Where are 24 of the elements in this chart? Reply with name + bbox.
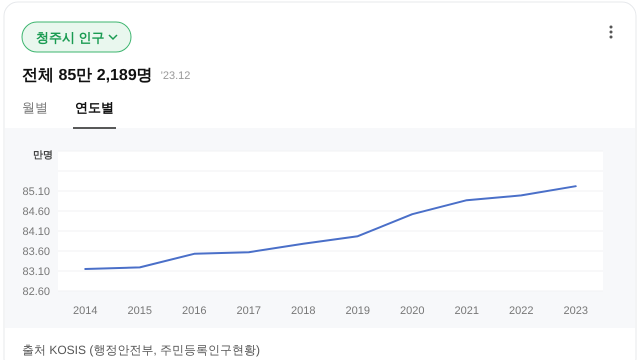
y-tick-label: 84.60	[22, 206, 50, 218]
text: 월별	[22, 100, 48, 115]
x-tick-label: 2020	[400, 305, 424, 317]
text: '23.12	[160, 70, 190, 82]
x-tick-label: 2021	[454, 305, 479, 317]
x-tick-label: 2018	[291, 305, 316, 317]
x-tick-label: 2017	[236, 305, 261, 317]
chart-title: 청주시 인구	[36, 30, 105, 45]
x-tick-label: 2023	[564, 305, 588, 317]
x-tick-label: 2015	[128, 305, 152, 317]
title-button: 청주시 인구	[22, 22, 132, 52]
y-tick-label: 83.10	[22, 266, 50, 278]
source-note: 출처 KOSIS (행정안전부, 주민등록인구현황)	[22, 343, 260, 357]
text: 연도별	[75, 100, 114, 115]
y-tick-label: 84.10	[22, 226, 50, 238]
y-tick-label: 82.60	[22, 286, 50, 298]
chart-subtitle: 전체 85만 2,189명	[22, 67, 153, 84]
y-tick-label: 83.60	[22, 246, 50, 258]
x-tick-label: 2022	[509, 305, 534, 317]
x-tick-label: 2019	[346, 305, 370, 317]
x-tick-label: 2014	[73, 305, 98, 317]
x-tick-label: 2016	[182, 305, 206, 317]
y-axis-title: 만명	[33, 150, 53, 161]
y-tick-label: 85.10	[22, 186, 50, 198]
